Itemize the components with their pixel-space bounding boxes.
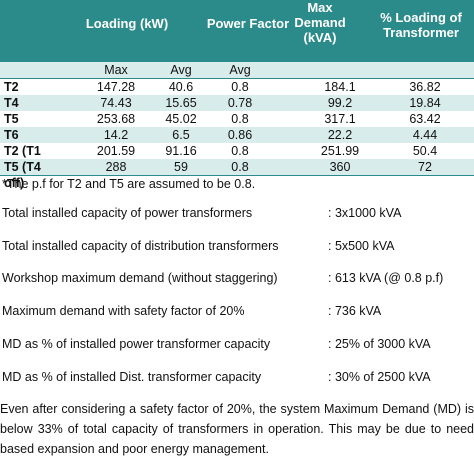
cell-pct: 63.42 [409, 112, 441, 126]
spec-value: : 736 kVA [328, 304, 382, 318]
table-row: T2 147.28 40.6 0.8 184.1 36.82 [0, 79, 474, 95]
table-row: T6 14.2 6.5 0.86 22.2 4.44 [0, 127, 474, 143]
cell-avg: 91.16 [165, 144, 197, 158]
header-max-demand: Max Demand (kVA) [294, 0, 346, 45]
cell-pf: 0.8 [231, 80, 249, 94]
spec-value: : 5x500 kVA [328, 239, 395, 253]
cell-avg: 59 [174, 160, 188, 174]
row-label: T4 [4, 96, 19, 110]
conclusion-paragraph: Even after considering a safety factor o… [0, 402, 474, 456]
cell-md: 360 [329, 160, 351, 174]
spec-value: : 613 kVA (@ 0.8 p.f) [328, 271, 444, 285]
cell-md: 184.1 [324, 80, 356, 94]
spec-label: Total installed capacity of power transf… [2, 206, 253, 220]
row-label: T6 [4, 128, 19, 142]
row-label: T2 [4, 80, 19, 94]
cell-max: 253.68 [96, 112, 136, 126]
cell-pf: 0.86 [227, 128, 253, 142]
cell-pct: 72 [418, 160, 432, 174]
cell-avg: 15.65 [165, 96, 197, 110]
spec-label: Workshop maximum demand (without stagger… [2, 271, 278, 285]
table-row: T4 74.43 15.65 0.78 99.2 19.84 [0, 95, 474, 111]
spec-label: Maximum demand with safety factor of 20% [2, 304, 245, 318]
cell-pf: 0.8 [231, 160, 249, 174]
cell-max: 288 [105, 160, 127, 174]
table-rule [0, 78, 474, 79]
spec-label: MD as % of installed Dist. transformer c… [2, 370, 262, 384]
table-subheader: Max Avg Avg [0, 62, 474, 78]
cell-max: 201.59 [96, 144, 136, 158]
cell-pct: 50.4 [412, 144, 438, 158]
cell-pf: 0.78 [227, 96, 253, 110]
cell-md: 22.2 [327, 128, 353, 142]
cell-pct: 36.82 [409, 80, 441, 94]
row-label: T5 [4, 112, 19, 126]
row-label: T5 (T4 off) [4, 160, 41, 190]
table-header: Loading (kW) Power Factor Max Demand (kV… [0, 0, 474, 62]
header-pct-loading: % Loading of Transformer [380, 10, 462, 40]
subheader-avg: Avg [170, 63, 192, 77]
cell-avg: 6.5 [172, 128, 190, 142]
table-row: T5 253.68 45.02 0.8 317.1 63.42 [0, 111, 474, 127]
cell-max: 147.28 [96, 80, 136, 94]
cell-max: 74.43 [100, 96, 132, 110]
table-row: T5 (T4 off) 288 59 0.8 360 72 [0, 159, 474, 190]
table-bottom-rule [0, 175, 474, 176]
table-row: T2 (T1 off) 201.59 91.16 0.8 251.99 50.4 [0, 143, 474, 174]
cell-pct: 19.84 [409, 96, 441, 110]
table-footnote: *The p.f for T2 and T5 are assumed to be… [2, 177, 256, 191]
cell-md: 99.2 [327, 96, 353, 110]
cell-pf: 0.8 [231, 144, 249, 158]
spec-value: : 30% of 2500 kVA [328, 370, 431, 384]
subheader-max: Max [104, 63, 128, 77]
header-power-factor: Power Factor [206, 16, 290, 31]
spec-label: MD as % of installed power transformer c… [2, 337, 271, 351]
cell-max: 14.2 [103, 128, 129, 142]
cell-pct: 4.44 [412, 128, 438, 142]
cell-md: 251.99 [320, 144, 360, 158]
header-loading: Loading (kW) [85, 16, 169, 31]
cell-md: 317.1 [324, 112, 356, 126]
subheader-pf-avg: Avg [229, 63, 251, 77]
spec-value: : 25% of 3000 kVA [328, 337, 431, 351]
cell-avg: 40.6 [168, 80, 194, 94]
cell-avg: 45.02 [165, 112, 197, 126]
cell-pf: 0.8 [231, 112, 249, 126]
spec-label: Total installed capacity of distribution… [2, 239, 279, 253]
spec-value: : 3x1000 kVA [328, 206, 402, 220]
